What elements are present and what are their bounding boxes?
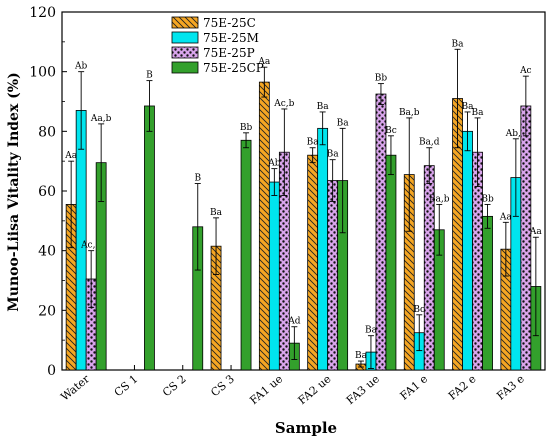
significance-label: Ba (210, 208, 223, 218)
y-tick-label: 60 (38, 184, 56, 200)
significance-label: Ba,b (429, 194, 450, 204)
bar-75E-25CP (144, 105, 155, 371)
y-tick-label: 0 (47, 363, 56, 379)
bar-75E-25CP (482, 215, 493, 371)
significance-label: Bb (481, 194, 494, 204)
bar-75E-25CP (240, 139, 252, 371)
legend-swatch-75E-25P (171, 46, 199, 59)
significance-label: Ba,b (399, 108, 420, 118)
x-tick-label: FA2 ue (296, 372, 334, 407)
significance-label: Ba (452, 39, 465, 49)
significance-label: Ba,d (419, 138, 440, 148)
significance-label: Ab (267, 159, 280, 169)
y-tick-label: 120 (29, 5, 56, 21)
x-tick-label: CS 3 (208, 372, 237, 399)
x-tick-label: FA1 e (398, 372, 431, 402)
x-tick-label: CS 2 (160, 372, 189, 399)
significance-label: Ad (287, 317, 300, 327)
bar-75E-25C (307, 154, 319, 371)
bar-75E-25M (317, 127, 329, 371)
legend-swatch-75E-25M (171, 31, 199, 44)
y-axis-title: Munoo-Liisa Vitality Index (%) (6, 72, 22, 311)
significance-label: Ac (519, 66, 532, 76)
x-tick-label: FA2 e (446, 372, 479, 402)
significance-label: B (146, 71, 153, 81)
bar-75E-25P (327, 180, 339, 371)
significance-label: Ba (462, 102, 475, 112)
x-tick-label: FA3 e (494, 372, 527, 402)
significance-label: B (194, 174, 201, 184)
significance-label: Aa,b (90, 114, 112, 124)
significance-label: Ba (337, 118, 350, 128)
significance-label: Aa (499, 212, 512, 222)
x-tick-label: CS 1 (112, 372, 141, 399)
significance-label: Ab,c (505, 129, 526, 139)
significance-label: Ba (327, 150, 340, 160)
y-tick-label: 20 (38, 303, 56, 319)
bar-75E-25C (258, 81, 270, 371)
significance-label: Bc (413, 305, 425, 315)
bar-75E-25M (462, 130, 473, 371)
significance-label: Aa (64, 151, 77, 161)
significance-label: Ac,d (80, 241, 101, 251)
x-tick-label: FA3 ue (344, 372, 382, 407)
legend-swatch-75E-25CP (171, 61, 199, 74)
significance-label: Bb (375, 74, 388, 84)
bar-75E-25P (520, 105, 532, 371)
y-tick-label: 40 (38, 244, 56, 260)
significance-label: Aa (257, 57, 270, 67)
x-tick-label: FA1 ue (247, 372, 285, 407)
bar-75E-25CP (385, 154, 397, 371)
significance-label: Ba (307, 138, 320, 148)
significance-label: Ac,b (273, 99, 294, 109)
significance-label: Ba (472, 108, 485, 118)
y-tick-label: 100 (29, 65, 56, 81)
legend-label: 75E-25M (203, 31, 259, 45)
y-tick-label: 80 (38, 124, 56, 140)
significance-label: Ab (74, 62, 87, 72)
legend-swatch-75E-25C (171, 16, 199, 29)
legend-label: 75E-25P (203, 46, 255, 60)
significance-label: Ba (355, 351, 368, 361)
significance-label: Aa (529, 227, 542, 237)
significance-label: Ba (317, 102, 330, 112)
x-tick-label: Water (58, 372, 92, 404)
legend-label: 75E-25CP (203, 61, 264, 75)
legend-label: 75E-25C (203, 16, 256, 30)
significance-label: Bc (385, 126, 397, 136)
bar-75E-25M (268, 181, 280, 371)
x-axis-title: Sample (275, 419, 337, 437)
significance-label: Bb (240, 123, 253, 133)
significance-label: Ba (365, 326, 378, 336)
